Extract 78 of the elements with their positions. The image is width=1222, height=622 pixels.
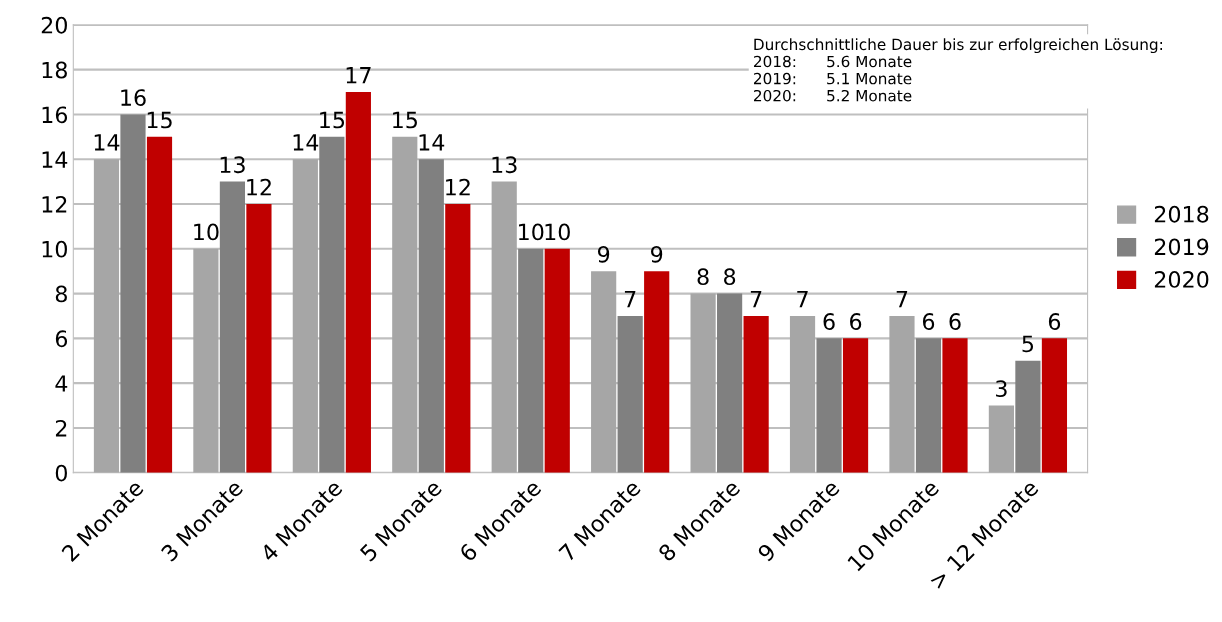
data-label: 10 <box>194 223 219 241</box>
y-tick-label: 8 <box>55 285 67 303</box>
bar <box>816 338 842 473</box>
bar <box>690 293 716 473</box>
y-tick-label: 14 <box>42 151 68 168</box>
data-label: 14 <box>419 134 445 151</box>
bar <box>644 271 670 473</box>
y-tick-label: 20 <box>41 16 67 34</box>
data-label: 15 <box>147 111 172 129</box>
data-label: 15 <box>393 111 417 129</box>
y-tick-label: 6 <box>55 330 68 348</box>
bar <box>743 315 769 473</box>
data-label: 7 <box>750 290 762 308</box>
data-label: 10 <box>545 223 570 241</box>
bar <box>988 405 1014 473</box>
data-label: 13 <box>220 156 245 174</box>
annotation: 2019: 5.1 Monate <box>753 72 912 85</box>
bar <box>1041 338 1068 473</box>
y-tick-label: 0 <box>55 464 67 482</box>
data-label: 8 <box>724 268 736 286</box>
bar <box>789 315 816 473</box>
data-label: 12 <box>446 178 470 196</box>
data-label: 14 <box>94 134 120 151</box>
bar <box>445 204 471 473</box>
data-label: 9 <box>651 245 663 263</box>
annotation: 2020: 5.2 Monate <box>753 89 912 102</box>
data-label: 15 <box>320 111 345 129</box>
bar <box>219 181 246 473</box>
data-label: 10 <box>519 223 544 241</box>
data-label: 7 <box>797 290 808 308</box>
bar <box>491 181 517 473</box>
bar <box>246 204 272 473</box>
bar <box>544 248 570 473</box>
bar <box>1015 360 1041 473</box>
legend-label: 2019 <box>1154 238 1209 256</box>
data-label: 12 <box>247 178 271 196</box>
bar <box>717 293 743 473</box>
y-tick-label: 2 <box>55 419 67 437</box>
y-tick-label: 10 <box>42 240 67 258</box>
data-label: 6 <box>949 313 961 330</box>
data-label: 17 <box>346 67 371 84</box>
bar <box>889 315 915 473</box>
annotation: Durchschnittliche Dauer bis zur erfolgreichen Lösung: <box>754 38 1162 54</box>
bar <box>193 248 219 473</box>
data-label: 6 <box>823 313 835 330</box>
legend-label: 2018 <box>1154 205 1209 223</box>
bar <box>292 159 318 473</box>
y-tick-label: 12 <box>42 195 67 213</box>
bar <box>942 338 968 473</box>
data-label: 6 <box>1048 313 1061 330</box>
bar <box>345 92 371 473</box>
bar <box>842 338 869 473</box>
data-label: 8 <box>697 268 709 286</box>
data-label: 16 <box>121 89 146 106</box>
bar <box>915 338 942 473</box>
y-tick-label: 4 <box>55 375 68 392</box>
y-tick-label: 16 <box>42 106 68 124</box>
legend-label: 2020 <box>1154 271 1209 288</box>
bar <box>392 136 418 473</box>
bar <box>120 114 146 473</box>
bar <box>518 248 544 473</box>
bar <box>617 315 643 473</box>
data-label: 14 <box>293 134 319 151</box>
data-label: 13 <box>492 156 517 174</box>
y-tick-label: 18 <box>42 61 67 79</box>
bar <box>319 136 345 473</box>
data-label: 7 <box>624 290 636 308</box>
data-label: 6 <box>922 313 935 330</box>
data-label: 5 <box>1022 335 1034 353</box>
bar <box>418 159 444 473</box>
data-label: 7 <box>896 290 908 308</box>
bar <box>93 159 120 473</box>
bar <box>146 136 173 473</box>
bar <box>591 271 617 473</box>
data-label: 9 <box>597 245 610 263</box>
data-label: 6 <box>850 313 862 330</box>
annotation: 2018: 5.6 Monate <box>753 55 912 68</box>
data-label: 3 <box>996 380 1007 398</box>
